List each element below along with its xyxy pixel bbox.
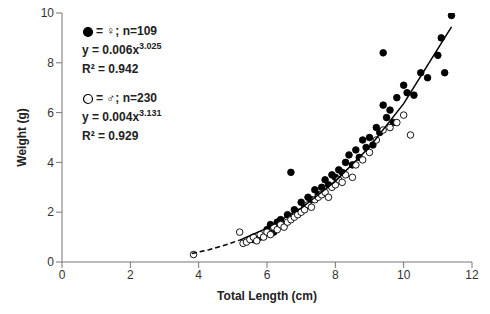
html-text:R² = 0.929: R² = 0.929 [82, 129, 139, 143]
svg-text:2: 2 [127, 268, 134, 282]
html-text:= ♀; n=109: = ♀; n=109 [96, 24, 157, 38]
svg-text:Total Length (cm): Total Length (cm) [217, 289, 317, 303]
svg-text:4: 4 [47, 156, 54, 170]
svg-text:6: 6 [264, 268, 271, 282]
svg-text:0: 0 [47, 255, 54, 269]
svg-text:Weight (g): Weight (g) [15, 108, 29, 166]
html-text:= ♂; n=230: = ♂; n=230 [96, 91, 157, 105]
svg-text:8: 8 [47, 56, 54, 70]
svg-text:12: 12 [465, 268, 479, 282]
html-text:y = 0.004x3.131: y = 0.004x3.131 [82, 108, 162, 124]
html-text:y = 0.006x3.025: y = 0.006x3.025 [82, 41, 162, 57]
svg-text:6: 6 [47, 106, 54, 120]
svg-text:0: 0 [59, 268, 66, 282]
svg-text:4: 4 [195, 268, 202, 282]
svg-text:2: 2 [47, 205, 54, 219]
svg-text:8: 8 [332, 268, 339, 282]
html-text:R² = 0.942: R² = 0.942 [82, 62, 139, 76]
svg-text:10: 10 [41, 8, 55, 20]
svg-text:10: 10 [397, 268, 411, 282]
